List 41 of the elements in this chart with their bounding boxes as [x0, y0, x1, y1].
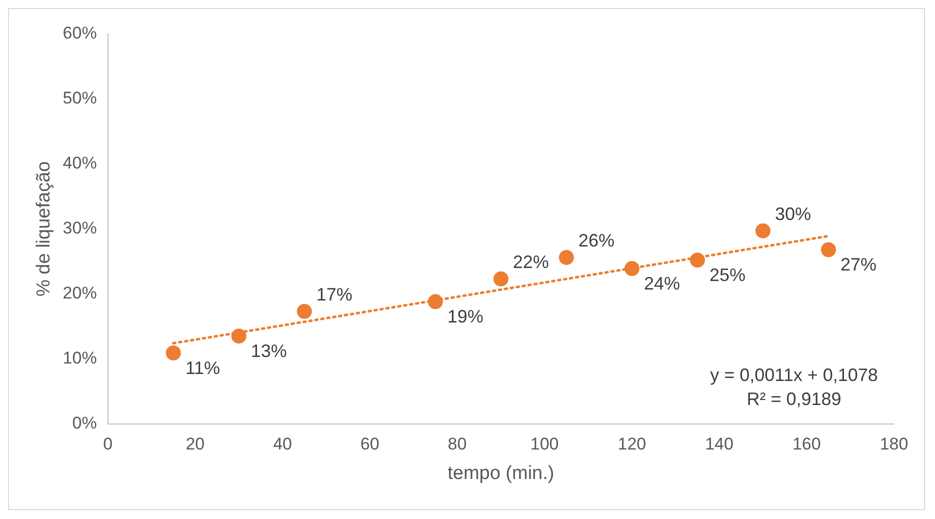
x-tick-label: 180: [880, 434, 908, 454]
data-label: 26%: [578, 230, 614, 250]
point: [558, 250, 574, 265]
y-tick-label: 40%: [62, 154, 97, 173]
data-label: 25%: [709, 265, 746, 286]
y-tick-label: 20%: [62, 284, 97, 303]
y-tick-label: 60%: [62, 24, 97, 43]
x-tick-label: 40: [273, 434, 292, 454]
x-tick-label: 80: [448, 434, 467, 454]
point: [296, 304, 312, 319]
data-label: 24%: [644, 274, 680, 294]
y-tick-label: 30%: [62, 218, 97, 238]
y-tick-label: 10%: [62, 348, 97, 368]
point: [820, 242, 836, 258]
x-tick-label: 120: [618, 434, 646, 454]
annotation: y = 0,0011x + 0,1078: [710, 364, 878, 385]
point: [493, 271, 508, 286]
y-tick-label: 50%: [62, 88, 97, 108]
point: [690, 252, 705, 268]
point: [624, 261, 640, 276]
data-label: 13%: [250, 341, 287, 362]
x-axis-title: tempo (min.): [448, 462, 554, 484]
point: [231, 328, 246, 344]
x-tick-label: 140: [705, 434, 734, 454]
data-label: 27%: [840, 254, 877, 275]
x-tick-label: 20: [186, 434, 205, 454]
data-label: 30%: [774, 204, 811, 224]
point: [428, 294, 443, 310]
x-tick-label: 160: [792, 434, 821, 454]
x-tick-label: 60: [360, 434, 380, 454]
y-axis-title: % de liquefação: [34, 161, 55, 297]
data-label: 22%: [512, 252, 549, 272]
point: [166, 345, 181, 360]
data-label: 17%: [316, 284, 352, 304]
y-tick-label: 0%: [72, 413, 97, 432]
data-label: 11%: [185, 358, 220, 378]
point: [755, 223, 770, 238]
data-label: 19%: [447, 306, 484, 327]
x-tick-label: 0: [103, 434, 113, 454]
x-tick-label: 100: [530, 434, 559, 454]
annotation: R² = 0,9189: [746, 388, 842, 409]
